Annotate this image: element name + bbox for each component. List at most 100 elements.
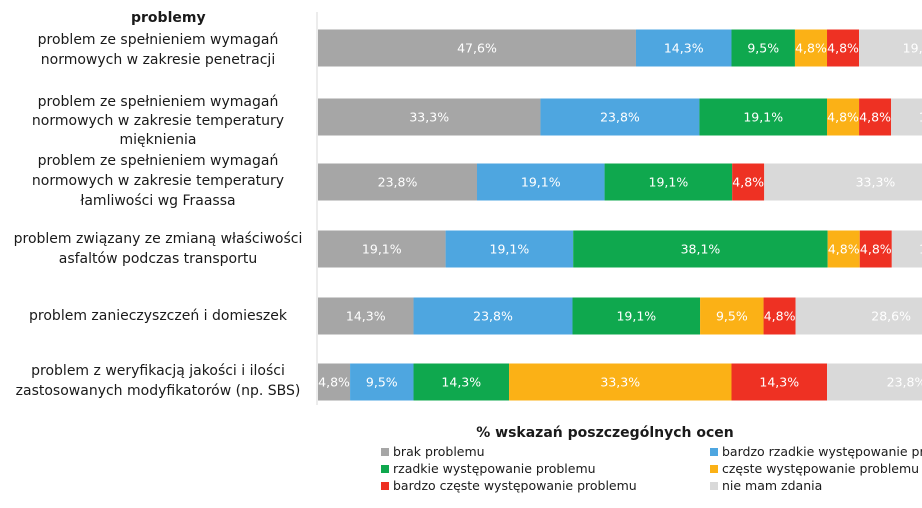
- bar-segment: [827, 230, 860, 268]
- data-label: 19,0%: [903, 41, 922, 56]
- data-label: 4,8%: [732, 175, 764, 190]
- bar-segment: [763, 297, 796, 335]
- bar-segment: [318, 163, 477, 201]
- data-label: 4,8%: [795, 41, 827, 56]
- category-label: problem ze spełnieniem wymagań normowych …: [32, 94, 284, 148]
- x-axis-title: % wskazań poszczególnych ocen: [476, 425, 733, 441]
- category-label-line: normowych w zakresie penetracji: [41, 52, 275, 68]
- data-label: 14,1%: [919, 242, 922, 257]
- legend: brak problemu bardzo rzadkie występowanie…: [381, 444, 922, 493]
- legend-swatch: [710, 465, 718, 473]
- category-label-line: problem ze spełnieniem wymagań: [38, 153, 279, 169]
- legend-label: rzadkie występowanie problemu: [393, 461, 596, 476]
- bar-segment: [476, 163, 605, 201]
- bar-segment: [318, 363, 351, 401]
- legend-label: brak problemu: [393, 444, 485, 459]
- data-label: 14,3%: [441, 375, 481, 390]
- legend-label: bardzo rzadkie występowanie problemu: [722, 444, 922, 459]
- data-label: 4,8%: [764, 309, 796, 324]
- legend-swatch: [381, 482, 389, 490]
- data-label: 4,8%: [827, 41, 859, 56]
- data-label: 33,3%: [409, 110, 449, 125]
- data-label: 14,3%: [759, 375, 799, 390]
- bar-segment: [859, 98, 892, 136]
- category-label-line: problem związany ze zmianą właściwości: [14, 231, 303, 247]
- category-label-line: łamliwości wg Fraassa: [80, 193, 235, 209]
- category-label-line: problem z weryfikacją jakości i ilości: [31, 363, 285, 379]
- bar-segment: [318, 297, 414, 335]
- bar-segment: [318, 29, 636, 67]
- bar-segment: [413, 297, 573, 335]
- category-label-line: problem zanieczyszczeń i domieszek: [29, 308, 288, 324]
- category-labels: problem ze spełnieniem wymagań normowych …: [14, 32, 303, 399]
- bar-segment: [827, 29, 860, 67]
- bar-segment: [891, 98, 922, 136]
- data-label: 23,8%: [378, 175, 418, 190]
- data-label: 9,5%: [747, 41, 779, 56]
- data-label: 23,8%: [600, 110, 640, 125]
- category-label: problem ze spełnieniem wymagań normowych …: [38, 32, 279, 68]
- legend-swatch: [710, 482, 718, 490]
- legend-label: częste występowanie problemu: [722, 461, 919, 476]
- bar-segment: [509, 363, 732, 401]
- category-label-line: zastosowanych modyfikatorów (np. SBS): [16, 383, 301, 399]
- legend-swatch: [381, 465, 389, 473]
- data-label: 14,3%: [664, 41, 704, 56]
- bar-segment: [540, 98, 700, 136]
- bar-segment: [859, 230, 892, 268]
- data-label: 19,1%: [490, 242, 530, 257]
- bar-segment: [827, 98, 860, 136]
- bar-segment: [731, 363, 828, 401]
- data-label: 19,1%: [362, 242, 402, 257]
- bar-segment: [700, 297, 764, 335]
- bar-segment: [572, 297, 701, 335]
- data-label: 28,6%: [871, 309, 911, 324]
- category-label: problem z weryfikacją jakości i ilości za…: [16, 363, 301, 399]
- legend-label: bardzo częste występowanie problemu: [393, 478, 637, 493]
- data-label: 23,8%: [887, 375, 922, 390]
- category-label-line: normowych w zakresie temperatury: [32, 173, 284, 189]
- data-label: 9,5%: [716, 309, 748, 324]
- bar-segment: [794, 29, 828, 67]
- data-label: 23,8%: [473, 309, 513, 324]
- data-label: 14,2%: [919, 110, 922, 125]
- bar-segment: [573, 230, 828, 268]
- category-label-line: normowych w zakresie temperatury: [32, 113, 284, 129]
- category-label-line: problem ze spełnieniem wymagań: [38, 32, 279, 48]
- data-label: 33,3%: [600, 375, 640, 390]
- data-label: 19,1%: [649, 175, 689, 190]
- legend-swatch: [710, 448, 718, 456]
- bar-segment: [891, 230, 922, 268]
- data-label: 47,6%: [457, 41, 497, 56]
- data-label: 4,8%: [859, 110, 891, 125]
- bars: 47,6%14,3%9,5%4,8%4,8%19,0%33,3%23,8%19,…: [318, 29, 922, 401]
- data-label: 19,1%: [616, 309, 656, 324]
- bar-segment: [635, 29, 732, 67]
- bar-segment: [699, 98, 828, 136]
- legend-label: nie mam zdania: [722, 478, 822, 493]
- data-label: 19,1%: [743, 110, 783, 125]
- y-axis-title: problemy: [131, 10, 206, 26]
- bar-segment: [732, 163, 765, 201]
- bar-segment: [827, 363, 922, 401]
- bar-segment: [350, 363, 414, 401]
- data-label: 4,8%: [827, 110, 859, 125]
- bar-segment: [859, 29, 922, 67]
- bar-segment: [413, 363, 510, 401]
- category-label: problem związany ze zmianą właściwości as…: [14, 231, 303, 267]
- bar-segment: [795, 297, 922, 335]
- data-label: 4,8%: [318, 375, 350, 390]
- data-label: 4,8%: [860, 242, 892, 257]
- bar-segment: [318, 98, 541, 136]
- data-label: 4,8%: [828, 242, 860, 257]
- data-label: 14,3%: [346, 309, 386, 324]
- category-label: problem zanieczyszczeń i domieszek: [29, 308, 288, 324]
- category-label-line: problem ze spełnieniem wymagań: [38, 94, 279, 110]
- data-label: 9,5%: [366, 375, 398, 390]
- legend-swatch: [381, 448, 389, 456]
- data-label: 38,1%: [681, 242, 721, 257]
- bar-segment: [731, 29, 795, 67]
- bar-segment: [445, 230, 574, 268]
- data-label: 19,1%: [521, 175, 561, 190]
- category-label: problem ze spełnieniem wymagań normowych …: [32, 153, 284, 209]
